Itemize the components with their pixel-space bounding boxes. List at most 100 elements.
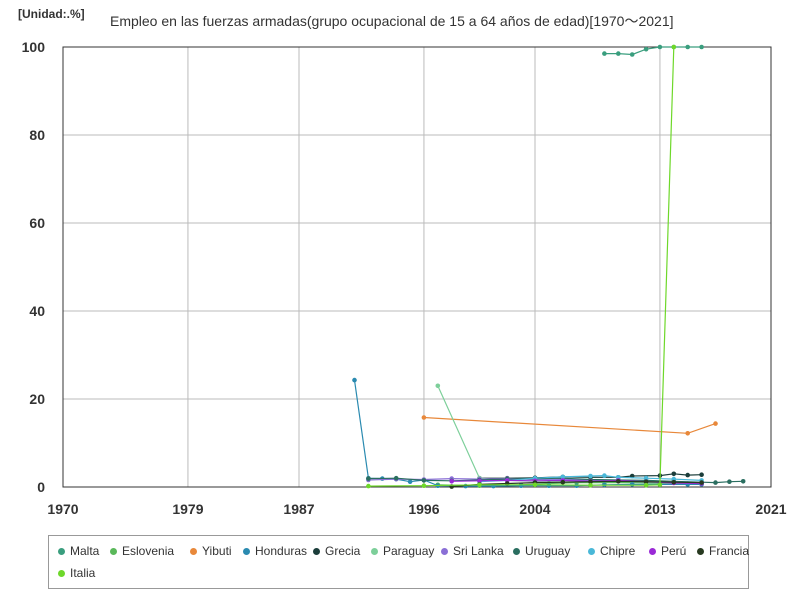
legend-label: Uruguay: [525, 544, 571, 558]
y-tick-label: 80: [29, 127, 45, 143]
data-point-malta: [657, 44, 663, 50]
legend-marker: [371, 547, 378, 555]
data-point-peru: [477, 478, 482, 484]
legend-item-malta: Malta: [58, 544, 99, 558]
x-tick-label: 2013: [644, 501, 675, 517]
series-line-honduras: [353, 380, 702, 487]
data-point-italia: [657, 482, 663, 488]
series-group: [352, 44, 746, 489]
line-chart: 1970 1979 1987 1996 2004 2013 2021 0 20 40 60 80 100: [22, 39, 787, 517]
legend-marker: [441, 547, 448, 555]
data-point-grecia: [699, 472, 704, 478]
data-point-italia: [671, 44, 677, 50]
legend-label: Italia: [70, 566, 96, 580]
y-tick-label: 0: [37, 479, 45, 495]
series-honduras: [352, 377, 704, 489]
data-point-uruguay: [727, 479, 732, 485]
legend-label: Francia: [709, 544, 750, 558]
x-tick-label: 1996: [408, 501, 439, 517]
legend-item-italia: Italia: [58, 566, 95, 580]
data-point-peru: [449, 479, 455, 484]
legend-marker: [190, 547, 197, 555]
legend-label: Malta: [70, 544, 100, 558]
legend-marker: [697, 547, 704, 555]
data-point-yibuti: [685, 431, 690, 436]
axis-ticks: 1970 1979 1987 1996 2004 2013 2021 0 20 40 60 80 100: [22, 39, 787, 517]
data-point-malta: [643, 46, 649, 52]
y-tick-label: 40: [29, 303, 45, 319]
legend-marker: [110, 547, 117, 555]
legend-item-eslovenia: Eslovenia: [110, 544, 174, 558]
data-point-yibuti: [713, 421, 718, 426]
x-tick-label: 2004: [519, 501, 550, 517]
data-point-uruguay: [740, 479, 746, 484]
data-point-chipre: [560, 474, 566, 480]
data-point-italia: [643, 482, 649, 488]
data-point-italia: [366, 483, 371, 489]
data-point-italia: [421, 483, 427, 489]
legend: Malta Eslovenia Yibuti Honduras Grecia Paragu…: [48, 535, 749, 589]
data-point-honduras: [629, 482, 635, 487]
data-point-francia: [643, 479, 649, 485]
y-tick-label: 100: [22, 39, 46, 55]
data-point-uruguay: [366, 476, 371, 481]
legend-marker: [313, 547, 320, 555]
legend-marker: [649, 547, 656, 555]
legend-label: Chipre: [600, 544, 636, 558]
data-point-malta: [616, 51, 621, 56]
legend-item-grecia: Grecia: [313, 544, 360, 558]
legend-item-paraguay: Paraguay: [371, 544, 434, 558]
y-tick-label: 20: [29, 391, 45, 407]
data-point-malta: [629, 52, 635, 57]
data-point-grecia: [671, 471, 677, 477]
legend-item-honduras: Honduras: [243, 544, 307, 558]
legend-item-yibuti: Yibuti: [190, 544, 232, 558]
legend-label: Honduras: [255, 544, 308, 558]
grid: [62, 46, 772, 488]
y-tick-label: 60: [29, 215, 45, 231]
data-point-paraguay: [435, 383, 441, 389]
data-point-honduras: [352, 377, 357, 383]
data-point-chipre: [602, 473, 607, 478]
legend-marker: [58, 547, 65, 555]
data-point-uruguay: [393, 475, 399, 481]
series-yibuti: [421, 415, 718, 436]
data-point-malta: [685, 44, 690, 50]
series-line-malta: [604, 46, 702, 56]
legend-label: Yibuti: [202, 544, 232, 558]
data-point-grecia: [685, 472, 690, 478]
data-point-italia: [588, 482, 593, 488]
series-italia: [366, 44, 677, 489]
data-point-francia: [560, 479, 566, 485]
data-point-uruguay: [713, 480, 718, 485]
data-point-malta: [602, 51, 607, 56]
legend-label: Sri Lanka: [453, 544, 504, 558]
legend-item-sri-lanka: Sri Lanka: [441, 544, 504, 558]
legend-item-chipre: Chipre: [588, 544, 635, 558]
series-line-italia: [368, 46, 675, 487]
legend-item-uruguay: Uruguay: [513, 544, 570, 558]
data-point-honduras: [518, 483, 524, 489]
chart-title: Empleo en las fuerzas armadas(grupo ocup…: [110, 13, 674, 29]
unit-label: [Unidad:.%]: [18, 7, 85, 21]
plot-area: [62, 46, 772, 488]
legend-item-peru: Perú: [649, 544, 686, 558]
x-tick-label: 2021: [755, 501, 786, 517]
legend-marker: [588, 547, 595, 555]
legend-marker: [58, 569, 65, 577]
data-point-honduras: [546, 483, 552, 489]
legend-marker: [513, 547, 520, 555]
legend-label: Eslovenia: [122, 544, 175, 558]
data-point-honduras: [407, 479, 413, 485]
data-point-francia: [588, 479, 593, 485]
legend-marker: [243, 547, 250, 555]
data-point-francia: [671, 479, 677, 485]
data-point-uruguay: [421, 478, 427, 483]
data-point-yibuti: [421, 415, 427, 420]
legend-label: Paraguay: [383, 544, 435, 558]
series-line-yibuti: [423, 416, 716, 434]
data-point-francia: [699, 480, 704, 485]
series-line-uruguay: [368, 477, 744, 484]
data-point-italia: [477, 482, 482, 488]
data-point-malta: [699, 44, 704, 50]
